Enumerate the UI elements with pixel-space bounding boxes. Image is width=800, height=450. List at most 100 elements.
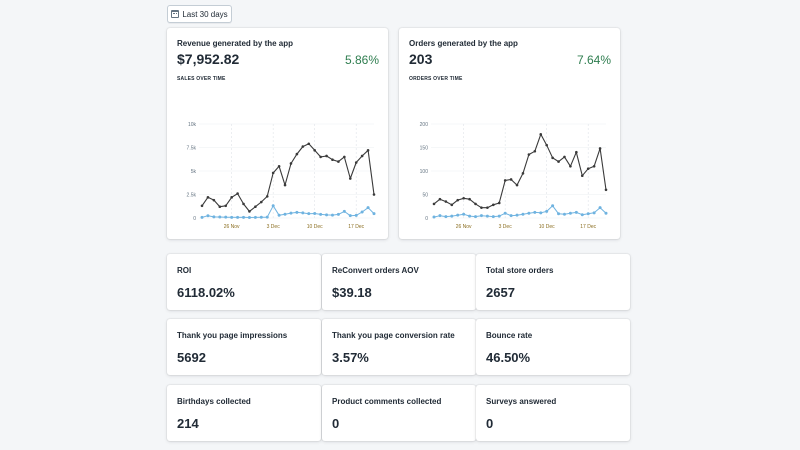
stat-card-roi: ROI 6118.02% bbox=[167, 254, 321, 310]
store-point bbox=[545, 143, 548, 147]
store-point bbox=[592, 165, 596, 168]
store-point bbox=[462, 196, 465, 200]
store-point bbox=[224, 204, 228, 208]
stat-label: Product comments collected bbox=[332, 397, 442, 406]
store-point bbox=[236, 192, 239, 195]
stat-value: 214 bbox=[177, 416, 199, 431]
reconvert-point bbox=[212, 215, 216, 219]
revenue-change: 5.86% bbox=[344, 53, 379, 67]
reconvert-point bbox=[539, 211, 543, 215]
store-point bbox=[260, 200, 263, 204]
store-point bbox=[248, 210, 251, 213]
y-tick-label: 200 bbox=[420, 122, 429, 128]
reconvert-point bbox=[479, 214, 483, 218]
store-point bbox=[551, 156, 554, 160]
store-point bbox=[450, 203, 454, 207]
stat-card-surveys: Surveys answered 0 bbox=[476, 385, 630, 441]
store-point bbox=[372, 193, 376, 196]
store-point bbox=[515, 183, 519, 187]
reconvert-point bbox=[509, 214, 513, 218]
reconvert-point bbox=[604, 211, 608, 215]
x-tick-label: 10 Dec bbox=[539, 224, 555, 230]
stat-label: Thank you page conversion rate bbox=[332, 331, 455, 340]
reconvert-point bbox=[236, 215, 240, 219]
reconvert-point bbox=[265, 215, 269, 219]
stat-card-aov: ReConvert orders AOV $39.18 bbox=[322, 254, 476, 310]
revenue-value: $7,952.82 bbox=[177, 51, 240, 67]
reconvert-point bbox=[360, 210, 364, 214]
store-point bbox=[206, 196, 210, 199]
stat-card-impressions: Thank you page impressions 5692 bbox=[167, 319, 321, 375]
reconvert-point bbox=[598, 206, 602, 210]
reconvert-point bbox=[271, 204, 275, 208]
stat-value: 6118.02% bbox=[177, 285, 235, 300]
reconvert-point bbox=[295, 210, 299, 214]
store-point bbox=[313, 149, 316, 152]
reconvert-point bbox=[230, 215, 234, 219]
stat-value: 0 bbox=[486, 416, 494, 431]
reconvert-point bbox=[545, 209, 549, 213]
store-point bbox=[218, 205, 222, 209]
y-tick-label: 0 bbox=[193, 216, 196, 222]
reconvert-point bbox=[289, 211, 293, 215]
stat-value: 3.57% bbox=[332, 350, 369, 365]
store-series-line bbox=[201, 143, 375, 212]
store-point bbox=[283, 183, 287, 187]
store-point bbox=[331, 158, 334, 162]
store-point bbox=[212, 198, 216, 202]
reconvert-point bbox=[485, 214, 489, 218]
reconvert-point bbox=[336, 212, 340, 216]
date-range-button[interactable]: Last 30 days bbox=[167, 5, 232, 23]
reconvert-point bbox=[259, 215, 263, 219]
orders-title: Orders generated by the app bbox=[409, 39, 518, 48]
store-point bbox=[468, 197, 471, 201]
reconvert-point bbox=[551, 204, 555, 208]
reconvert-series-line bbox=[201, 205, 375, 218]
store-point bbox=[366, 149, 370, 152]
stat-card-bounce-rate: Bounce rate 46.50% bbox=[476, 319, 630, 375]
reconvert-point bbox=[515, 213, 519, 217]
reconvert-point bbox=[366, 206, 370, 210]
reconvert-point bbox=[503, 211, 507, 215]
orders-card: Orders generated by the app 203 7.64% OR… bbox=[399, 28, 620, 239]
store-point bbox=[325, 154, 328, 158]
reconvert-point bbox=[456, 213, 460, 217]
store-point bbox=[557, 160, 560, 163]
store-point bbox=[289, 162, 293, 165]
store-point bbox=[444, 200, 448, 203]
reconvert-point bbox=[568, 211, 572, 215]
reconvert-point bbox=[562, 212, 566, 216]
x-tick-label: 26 Nov bbox=[456, 224, 472, 230]
store-point bbox=[438, 197, 442, 201]
store-point bbox=[200, 204, 204, 208]
store-point bbox=[242, 202, 245, 206]
y-tick-label: 2.5k bbox=[187, 193, 197, 199]
stat-label: Thank you page impressions bbox=[177, 331, 288, 340]
y-tick-label: 7.5k bbox=[187, 146, 197, 152]
store-point bbox=[307, 142, 311, 146]
store-point bbox=[580, 174, 584, 177]
reconvert-point bbox=[557, 212, 561, 216]
x-tick-label: 17 Dec bbox=[348, 224, 364, 230]
store-point bbox=[497, 201, 501, 205]
store-point bbox=[360, 154, 364, 158]
reconvert-point bbox=[491, 215, 495, 219]
x-tick-label: 10 Dec bbox=[307, 224, 323, 230]
reconvert-point bbox=[342, 209, 346, 213]
reconvert-point bbox=[242, 215, 246, 219]
store-point bbox=[254, 205, 257, 209]
date-range-label: Last 30 days bbox=[182, 9, 228, 19]
reconvert-point bbox=[497, 214, 501, 218]
reconvert-point bbox=[468, 214, 472, 218]
reconvert-point bbox=[307, 212, 311, 216]
stat-card-conversion-rate: Thank you page conversion rate 3.57% bbox=[322, 319, 476, 375]
store-point bbox=[604, 188, 608, 192]
store-point bbox=[586, 167, 590, 170]
x-tick-label: 3 Dec bbox=[267, 224, 281, 230]
store-point bbox=[509, 178, 513, 181]
stat-card-birthdays: Birthdays collected 214 bbox=[167, 385, 321, 441]
reconvert-point bbox=[354, 213, 358, 217]
reconvert-point bbox=[586, 212, 590, 216]
store-point bbox=[598, 147, 602, 150]
reconvert-point bbox=[224, 215, 228, 219]
